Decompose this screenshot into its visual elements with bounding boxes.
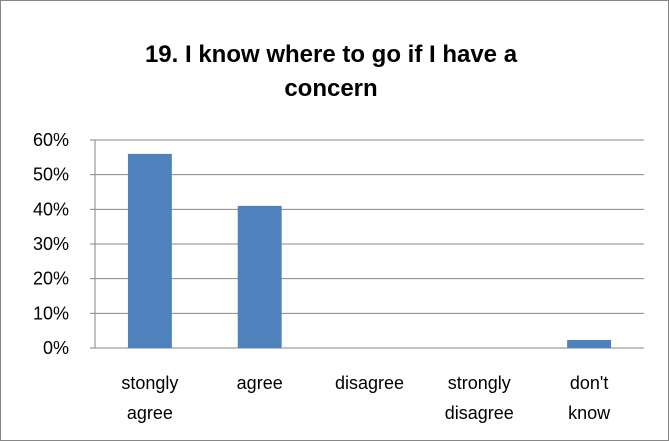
chart-title-line-1: 19. I know where to go if I have a	[144, 41, 518, 68]
x-tick-label: agree	[237, 373, 283, 393]
bar	[237, 205, 282, 348]
y-tick-label: 60%	[33, 130, 69, 150]
y-tick-label: 40%	[33, 199, 69, 219]
x-tick-label: stongly	[121, 373, 178, 393]
x-tick-label: know	[568, 403, 611, 423]
chart-title: 19. I know where to go if I have a conce…	[41, 38, 621, 106]
chart-title-line-2: concern	[284, 75, 378, 102]
x-tick-label: disagree	[445, 403, 514, 423]
y-tick-label: 20%	[33, 269, 69, 289]
y-tick-label: 0%	[43, 338, 69, 358]
x-tick-label: strongly	[448, 373, 511, 393]
x-tick-label: don't	[570, 373, 608, 393]
y-tick-label: 10%	[33, 303, 69, 323]
x-tick-label: disagree	[335, 373, 404, 393]
y-tick-label: 30%	[33, 234, 69, 254]
y-tick-label: 50%	[33, 165, 69, 185]
bar	[127, 153, 172, 348]
x-tick-label: agree	[127, 403, 173, 423]
bar	[567, 340, 612, 348]
